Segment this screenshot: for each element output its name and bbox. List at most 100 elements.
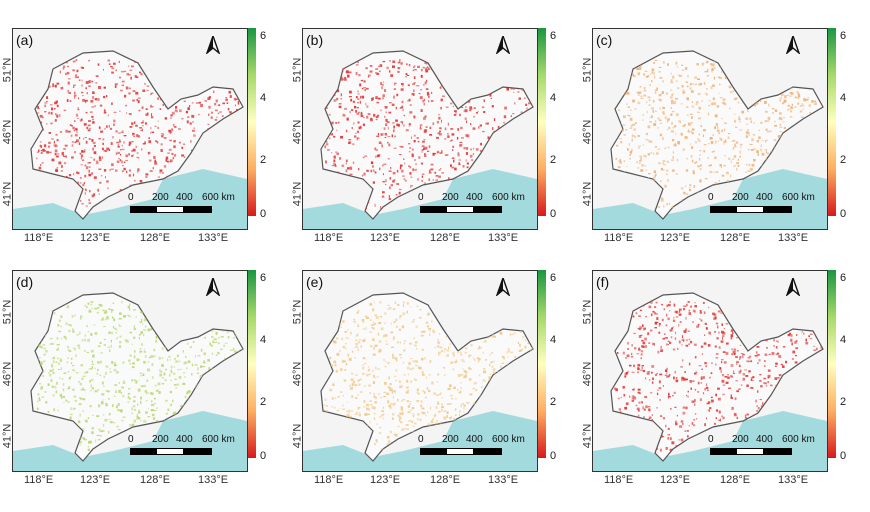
scale-bar-label: 200 [732, 434, 749, 445]
scale-bar-label: 0 [128, 192, 134, 203]
colorbar-tick: 4 [550, 92, 557, 104]
sea-area [303, 169, 537, 229]
map-panel: (e) 51°N 46°N 41°N 118°E 123°E 128°E 133°E 6 4 2 0 0… [290, 258, 572, 504]
scale-bar-label: 0 [708, 434, 714, 445]
map-frame [592, 270, 828, 472]
longitude-label: 133°E [488, 232, 519, 244]
scale-bar-label: 600 km [782, 192, 815, 203]
scale-bar-segment [131, 207, 157, 212]
map-panel: (f) 51°N 46°N 41°N 118°E 123°E 128°E 133°E 6 4 2 0 0… [580, 258, 862, 504]
map-canvas [303, 50, 537, 229]
scale-bar-label: 200 [732, 192, 749, 203]
map-frame [302, 270, 538, 472]
latitude-label: 41°N [1, 181, 14, 207]
map-frame [302, 28, 538, 230]
scale-bar-label: 200 [442, 192, 459, 203]
scale-bar-label: 600 km [202, 192, 235, 203]
map-canvas [13, 292, 247, 471]
scale-bar-segment [131, 449, 157, 454]
longitude-label: 133°E [488, 474, 519, 486]
map-canvas [593, 50, 827, 229]
longitude-label: 118°E [314, 474, 344, 486]
latitude-label: 51°N [1, 57, 14, 83]
north-arrow-icon [495, 33, 511, 59]
longitude-label: 118°E [604, 232, 634, 244]
latitude-label: 46°N [581, 361, 594, 387]
latitude-label: 46°N [291, 119, 304, 145]
latitude-label: 41°N [581, 423, 594, 449]
colorbar-tick: 2 [840, 396, 847, 408]
map-panel: (a) 51°N 46°N 41°N 118°E 123°E 128°E 133°E 6 4 2 0 0… [0, 16, 282, 262]
latitude-label: 41°N [581, 181, 594, 207]
scale-bar-segment [183, 207, 211, 212]
latitude-label: 46°N [1, 361, 14, 387]
sea-area [593, 411, 827, 471]
colorbar-tick: 2 [260, 154, 267, 166]
longitude-label: 128°E [720, 232, 751, 244]
scale-bar [710, 448, 792, 455]
latitude-label: 51°N [1, 299, 14, 325]
map-canvas [593, 292, 827, 471]
scale-bar-segment [421, 449, 447, 454]
longitude-label: 133°E [198, 232, 229, 244]
scale-bar-segment [711, 449, 737, 454]
longitude-label: 133°E [198, 474, 229, 486]
map-panel: (c) 51°N 46°N 41°N 118°E 123°E 128°E 133°E 6 4 2 0 0… [580, 16, 862, 262]
sea-area [303, 411, 537, 471]
sea-area [13, 169, 247, 229]
latitude-label: 41°N [1, 423, 14, 449]
scale-bar-label: 0 [418, 434, 424, 445]
colorbar [828, 270, 836, 458]
colorbar-tick: 0 [840, 208, 847, 220]
map-frame [12, 28, 248, 230]
scale-bar-label: 600 km [492, 434, 525, 445]
latitude-label: 51°N [581, 57, 594, 83]
map-panel: (b) 51°N 46°N 41°N 118°E 123°E 128°E 133°E 6 4 2 0 0… [290, 16, 572, 262]
colorbar-tick: 2 [840, 154, 847, 166]
map-panel: (d) 51°N 46°N 41°N 118°E 123°E 128°E 133°E 6 4 2 0 0… [0, 258, 282, 504]
longitude-label: 118°E [24, 474, 54, 486]
longitude-label: 118°E [604, 474, 634, 486]
scale-bar [130, 448, 212, 455]
panel-label: (a) [16, 32, 34, 48]
latitude-label: 51°N [581, 299, 594, 325]
longitude-label: 128°E [430, 474, 461, 486]
colorbar-tick: 2 [550, 154, 557, 166]
scale-bar [420, 448, 502, 455]
scale-bar-label: 400 [466, 434, 483, 445]
scale-bar-label: 400 [756, 192, 773, 203]
longitude-label: 123°E [660, 474, 691, 486]
longitude-label: 123°E [80, 232, 111, 244]
longitude-label: 123°E [370, 474, 401, 486]
scale-bar-segment [711, 207, 737, 212]
latitude-label: 41°N [291, 423, 304, 449]
scale-bar-label: 400 [176, 192, 193, 203]
scale-bar-label: 0 [708, 192, 714, 203]
scale-bar-label: 200 [152, 192, 169, 203]
scale-bar-segment [421, 207, 447, 212]
latitude-label: 46°N [1, 119, 14, 145]
north-arrow-icon [495, 275, 511, 301]
colorbar-tick: 0 [550, 450, 557, 462]
colorbar-tick: 4 [260, 334, 267, 346]
colorbar-tick: 4 [840, 92, 847, 104]
longitude-label: 128°E [140, 474, 171, 486]
latitude-label: 46°N [581, 119, 594, 145]
sea-area [13, 411, 247, 471]
colorbar-tick: 4 [550, 334, 557, 346]
study-region [320, 50, 534, 220]
scale-bar-label: 200 [152, 434, 169, 445]
sea-area [593, 169, 827, 229]
scale-bar [420, 206, 502, 213]
colorbar-tick: 6 [550, 272, 557, 284]
colorbar [248, 28, 256, 216]
north-arrow-icon [785, 275, 801, 301]
latitude-label: 51°N [291, 299, 304, 325]
colorbar-tick: 6 [840, 30, 847, 42]
longitude-label: 133°E [778, 474, 809, 486]
scale-bar-segment [763, 207, 791, 212]
map-frame [592, 28, 828, 230]
scale-bar-segment [763, 449, 791, 454]
colorbar-tick: 2 [260, 396, 267, 408]
north-arrow-icon [205, 275, 221, 301]
